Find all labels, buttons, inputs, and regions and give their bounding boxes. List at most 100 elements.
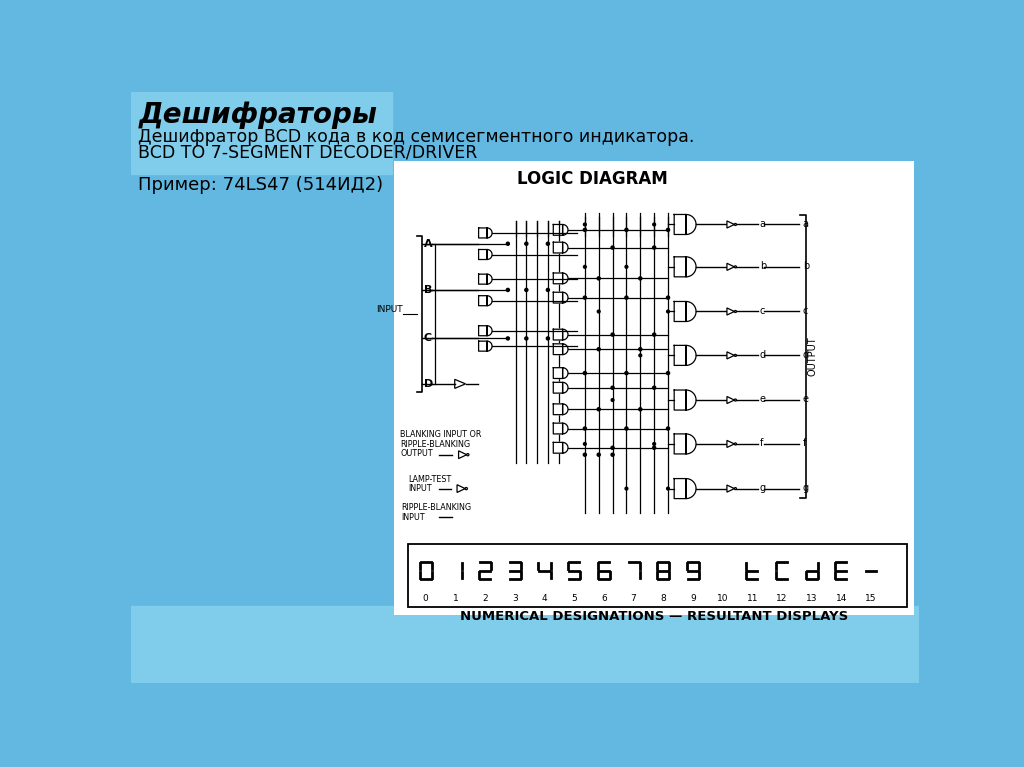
Polygon shape [674, 390, 696, 410]
Circle shape [639, 354, 642, 357]
Circle shape [734, 266, 736, 268]
Circle shape [652, 386, 655, 390]
Polygon shape [553, 367, 568, 378]
Text: NUMERICAL DESIGNATIONS — RESULTANT DISPLAYS: NUMERICAL DESIGNATIONS — RESULTANT DISPL… [460, 611, 848, 624]
Polygon shape [553, 242, 568, 253]
Circle shape [734, 311, 736, 312]
Circle shape [625, 427, 628, 430]
Text: e: e [803, 394, 809, 404]
Circle shape [525, 337, 528, 340]
Circle shape [652, 223, 655, 225]
Circle shape [625, 296, 628, 299]
Circle shape [625, 265, 628, 268]
Circle shape [584, 453, 587, 456]
Polygon shape [674, 345, 696, 365]
Text: 5: 5 [571, 594, 578, 603]
Text: Дешифраторы: Дешифраторы [138, 101, 377, 130]
Text: a: a [760, 219, 766, 229]
Circle shape [584, 427, 587, 430]
Circle shape [467, 453, 469, 456]
Polygon shape [727, 308, 734, 315]
Polygon shape [553, 404, 568, 415]
Circle shape [597, 310, 600, 313]
Text: 9: 9 [690, 594, 696, 603]
Bar [408, 544, 906, 607]
Polygon shape [553, 292, 568, 303]
Circle shape [667, 371, 670, 374]
Polygon shape [674, 257, 696, 277]
Text: LOGIC DIAGRAM: LOGIC DIAGRAM [517, 170, 668, 188]
Circle shape [652, 246, 655, 249]
Polygon shape [674, 434, 696, 454]
Text: 11: 11 [746, 594, 758, 603]
Circle shape [625, 229, 628, 232]
Circle shape [667, 427, 670, 430]
Text: 0: 0 [423, 594, 429, 603]
Circle shape [597, 408, 600, 411]
Text: 3: 3 [512, 594, 518, 603]
Circle shape [611, 333, 614, 336]
Polygon shape [457, 485, 465, 492]
Circle shape [506, 337, 509, 340]
Polygon shape [478, 326, 493, 336]
Text: 4: 4 [542, 594, 547, 603]
Text: f: f [803, 438, 806, 448]
Text: OUTPUT: OUTPUT [400, 449, 433, 458]
Polygon shape [455, 380, 466, 388]
Text: d: d [760, 350, 766, 360]
Polygon shape [478, 341, 493, 351]
Text: 1: 1 [453, 594, 459, 603]
Text: 7: 7 [631, 594, 637, 603]
Bar [131, 606, 920, 683]
Text: d: d [803, 350, 809, 360]
Circle shape [652, 446, 655, 449]
Polygon shape [478, 274, 493, 284]
Polygon shape [727, 263, 734, 271]
Circle shape [734, 399, 736, 401]
Text: g: g [803, 482, 809, 493]
Text: 12: 12 [776, 594, 787, 603]
Text: c: c [760, 306, 765, 316]
Circle shape [525, 288, 528, 291]
Polygon shape [553, 273, 568, 284]
Polygon shape [459, 451, 467, 459]
Text: 10: 10 [717, 594, 728, 603]
Text: g: g [760, 482, 766, 493]
Polygon shape [727, 485, 734, 492]
Circle shape [525, 242, 528, 245]
Circle shape [667, 310, 670, 313]
Circle shape [547, 242, 550, 245]
Text: 2: 2 [482, 594, 487, 603]
Circle shape [547, 288, 550, 291]
Circle shape [584, 223, 587, 225]
Bar [131, 92, 392, 174]
Circle shape [584, 371, 587, 374]
Text: C: C [424, 334, 432, 344]
Text: e: e [760, 394, 766, 404]
Text: INPUT: INPUT [377, 305, 403, 314]
Text: 6: 6 [601, 594, 607, 603]
Circle shape [667, 229, 670, 232]
Circle shape [734, 354, 736, 357]
Circle shape [465, 488, 467, 489]
Text: LAMP-TEST: LAMP-TEST [408, 475, 451, 484]
Circle shape [639, 347, 642, 351]
Polygon shape [674, 479, 696, 499]
Circle shape [652, 443, 655, 446]
Circle shape [547, 337, 550, 340]
Circle shape [584, 296, 587, 299]
Circle shape [639, 408, 642, 411]
Circle shape [611, 399, 614, 401]
Polygon shape [553, 225, 568, 235]
Circle shape [667, 487, 670, 490]
Circle shape [611, 386, 614, 390]
Text: B: B [424, 285, 432, 295]
Polygon shape [674, 301, 696, 321]
Circle shape [625, 487, 628, 490]
Polygon shape [553, 329, 568, 340]
Polygon shape [727, 440, 734, 447]
Text: INPUT: INPUT [408, 484, 431, 493]
Polygon shape [478, 228, 493, 238]
Circle shape [611, 446, 614, 449]
Text: Пример: 74LS47 (514ИД2): Пример: 74LS47 (514ИД2) [138, 176, 383, 194]
